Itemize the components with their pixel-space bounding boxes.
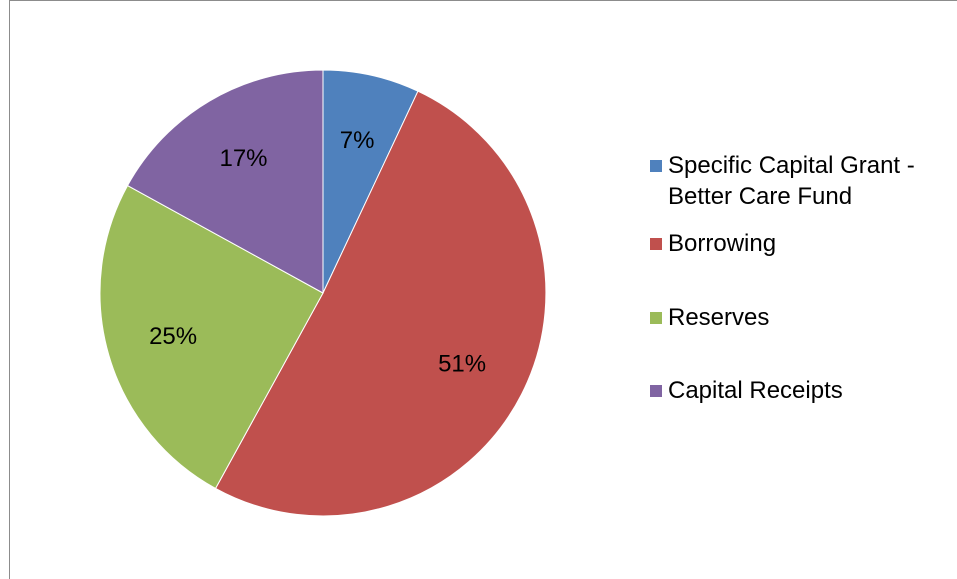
slice-reserves [99, 184, 324, 490]
pie-data-labels: 7% 51% 25% 17% [149, 127, 486, 377]
data-label-borrowing: 51% [438, 350, 486, 377]
data-label-capital-receipts: 17% [219, 145, 267, 172]
legend-swatch-reserves [650, 312, 662, 324]
chart-frame [9, 0, 957, 579]
data-label-reserves: 25% [149, 323, 197, 350]
pie-slices [99, 69, 547, 517]
legend-swatch-borrowing [650, 238, 662, 250]
legend-label-capital-receipts: Capital Receipts [668, 377, 843, 404]
legend-swatch-capital-receipts [650, 385, 662, 397]
legend-label-reserves: Reserves [668, 304, 770, 331]
slice-borrowing [214, 90, 547, 517]
legend-label-specific-capital-grant: Specific Capital Grant - Better Care Fun… [668, 152, 915, 210]
legend-label-borrowing: Borrowing [668, 230, 777, 257]
slice-capital-receipts [126, 69, 324, 294]
legend-swatch-specific-capital-grant [650, 160, 662, 172]
data-label-specific-capital-grant: 7% [340, 127, 375, 154]
